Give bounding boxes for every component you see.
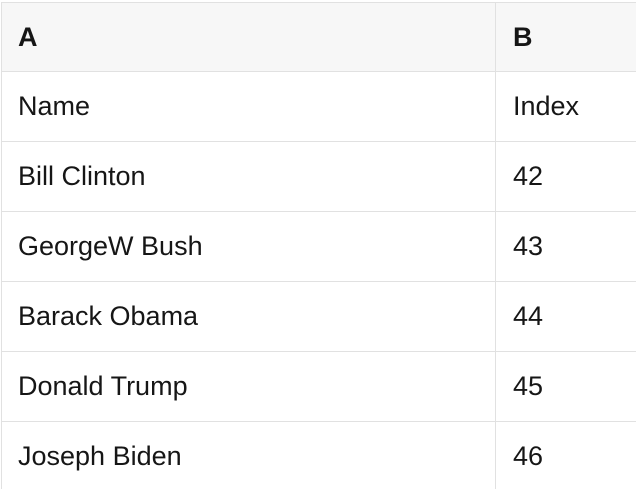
column-header-a[interactable]: A xyxy=(2,3,496,71)
cell-index[interactable]: 44 xyxy=(513,301,544,331)
cell-name[interactable]: Bill Clinton xyxy=(2,142,496,211)
cell-name[interactable]: Joseph Biden xyxy=(2,422,496,489)
table-row: Joseph Biden 46 xyxy=(2,422,636,489)
table-row: Donald Trump 45 xyxy=(2,352,636,422)
table-row: Barack Obama 44 xyxy=(2,282,636,352)
column-header-row: A B xyxy=(2,3,636,72)
cell-index[interactable]: 43 xyxy=(513,231,544,261)
column-header-b[interactable]: B xyxy=(513,21,533,52)
table-row: GeorgeW Bush 43 xyxy=(2,212,636,282)
cell-name[interactable]: Barack Obama xyxy=(2,282,496,351)
table-row: Bill Clinton 42 xyxy=(2,142,636,212)
cell-name[interactable]: Donald Trump xyxy=(2,352,496,421)
cell-index[interactable]: 46 xyxy=(513,441,544,471)
table-row: Name Index xyxy=(2,72,636,142)
cell-name[interactable]: GeorgeW Bush xyxy=(2,212,496,281)
cell-index[interactable]: 45 xyxy=(513,371,544,401)
cell-index[interactable]: 42 xyxy=(513,161,544,191)
cell-index-header[interactable]: Index xyxy=(513,91,580,121)
cell-name-header[interactable]: Name xyxy=(2,72,496,141)
